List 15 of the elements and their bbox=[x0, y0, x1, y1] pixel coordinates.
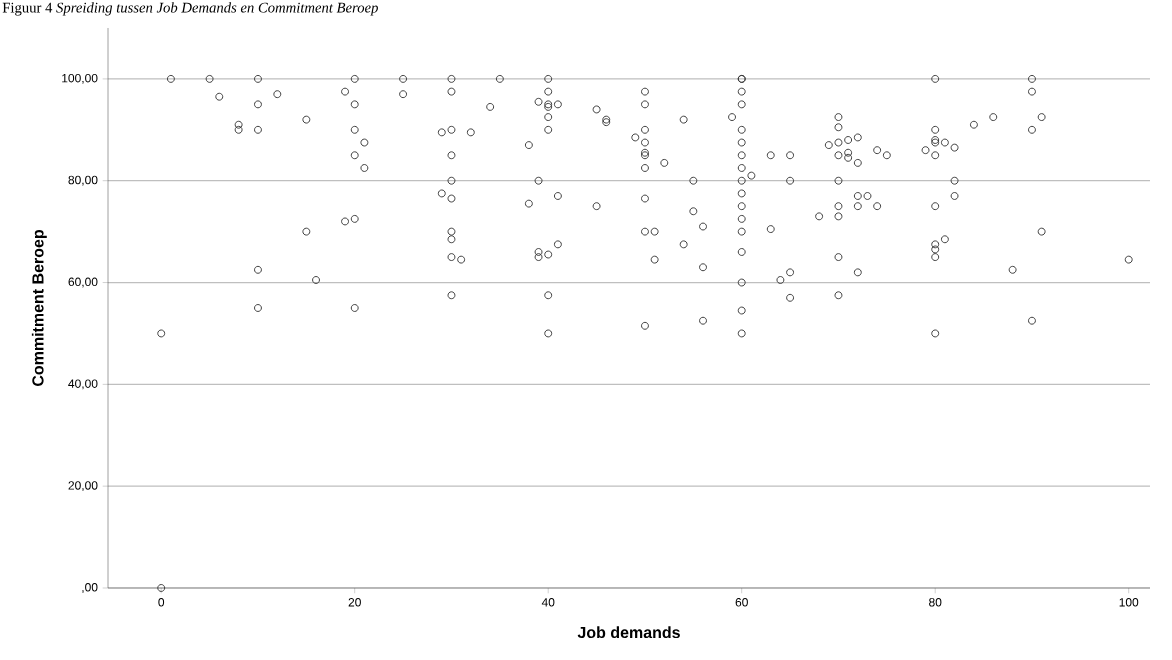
y-tick-label: 80,00 bbox=[68, 175, 98, 186]
x-tick-label: 100 bbox=[1119, 598, 1139, 607]
chart-title: Figuur 4 Spreiding tussen Job Demands en Commitment Beroep bbox=[2, 2, 378, 16]
x-axis-title: Job demands bbox=[577, 626, 680, 639]
y-tick-label: 20,00 bbox=[68, 481, 98, 492]
x-tick-label: 80 bbox=[929, 598, 942, 607]
y-axis-title: Commitment Beroep bbox=[31, 230, 47, 387]
x-tick-label: 40 bbox=[541, 598, 555, 607]
y-tick-label: 100,00 bbox=[62, 73, 98, 84]
y-tick-label: ,00 bbox=[82, 583, 98, 593]
x-tick-label: 60 bbox=[735, 598, 748, 607]
y-tick-label: 60,00 bbox=[68, 277, 98, 288]
x-tick-label: 20 bbox=[348, 598, 361, 607]
y-tick-label: 40,00 bbox=[68, 379, 98, 390]
x-tick-label: 0 bbox=[158, 598, 165, 607]
